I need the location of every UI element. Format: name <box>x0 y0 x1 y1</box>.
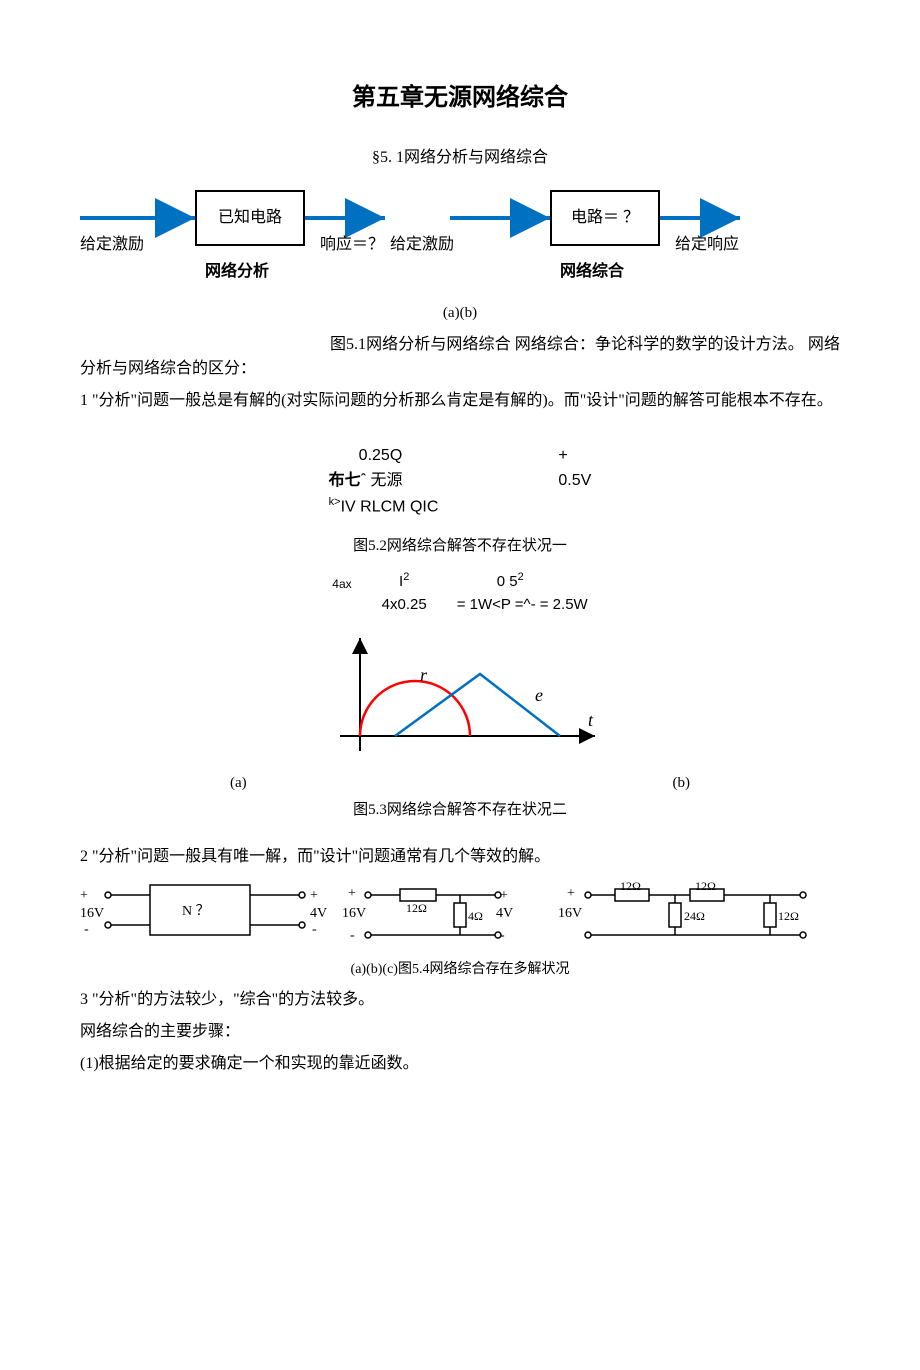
eq-block: 4ax I2 4x0.25 0 52 = 1W<P =^- = 2.5W <box>80 569 840 616</box>
fig52-right: + 0.5V <box>558 443 591 520</box>
eq-b-top-sup: 2 <box>403 571 409 583</box>
fig53-ab-row: (a) (b) <box>230 772 690 795</box>
fig51-left-box: 已知电路 <box>195 190 305 246</box>
fig-5-1: 已知电路 电路＝ ？ 给定激励 响应＝？ 给定激励 给定响应 网络分析 网络综合 <box>80 178 840 298</box>
fig52-r2: 0.5V <box>558 468 591 494</box>
fig53-a: (a) <box>230 772 247 795</box>
fig52-r1: + <box>558 443 591 469</box>
fig51-caption: 图5.1网络分析与网络综合 <box>330 336 511 353</box>
b-16v: 16V <box>342 903 366 924</box>
fig51-left-in: 给定激励 <box>80 233 144 257</box>
svg-text:e: e <box>535 685 543 705</box>
section-5-1-title: §5. 1网络分析与网络综合 <box>80 146 840 170</box>
fig52-left: 0.25Q 布七ˆ 无源 k>IV RLCM QIC <box>329 443 439 520</box>
fig-5-3-svg: r e t <box>310 626 610 766</box>
eq-c-bot: = 1W<P =^- = 2.5W <box>457 594 588 617</box>
a-minus-r: - <box>312 919 317 940</box>
svg-text:r: r <box>420 665 428 685</box>
b-plus-l: + <box>348 883 356 904</box>
eq-a: 4ax <box>332 569 351 616</box>
b-4v: 4V <box>496 903 513 924</box>
eq-c-top: 0 5 <box>497 573 518 590</box>
eq-b-bot: 4x0.25 <box>382 594 427 617</box>
fig51-left-caption: 网络分析 <box>205 260 269 284</box>
c-12-1: 12Ω <box>620 877 641 895</box>
fig52-l2a: 布七 <box>329 472 361 489</box>
fig51-caption-line: 图5.1网络分析与网络综合 网络综合：争论科学的数学的设计方法。 网络分析与网络… <box>80 333 840 381</box>
b-minus-l: - <box>350 925 355 946</box>
steps-head: 网络综合的主要步骤： <box>80 1020 840 1044</box>
fig52-caption: 图5.2网络综合解答不存在状况一 <box>80 535 840 558</box>
a-minus-l: - <box>84 919 89 940</box>
fig51-right-caption: 网络综合 <box>560 260 624 284</box>
point-2: 2 "分析"问题一般具有唯一解，而"设计"问题通常有几个等效的解。 <box>80 845 840 869</box>
b-minus-r: - <box>500 925 505 946</box>
fig52-l2b: ˆ 无源 <box>361 472 403 489</box>
fig52-l3b: IV RLCM QIC <box>341 498 439 515</box>
fig-5-2: 0.25Q 布七ˆ 无源 k>IV RLCM QIC + 0.5V <box>80 443 840 520</box>
point-1: 1 "分析"问题一般总是有解的(对实际问题的分析那么肯定是有解的)。而"设计"问… <box>80 389 840 413</box>
c-12o: 12Ω <box>778 907 799 925</box>
c-12-2: 12Ω <box>695 877 716 895</box>
fig52-l1: 0.25Q <box>329 443 439 469</box>
fig52-l3a: k> <box>329 496 341 508</box>
c-16v: 16V <box>558 903 582 924</box>
a-nq: N ？ <box>182 901 210 922</box>
page-title: 第五章无源网络综合 <box>80 80 840 116</box>
fig54-caption: (a)(b)(c)图5.4网络综合存在多解状况 <box>80 959 840 980</box>
fig-5-4: + 16V - N ？ + 4V - + 16V - 12Ω 4Ω + 4V -… <box>80 877 850 957</box>
fig51-right-box: 电路＝ ？ <box>550 190 660 246</box>
fig51-right-out: 给定响应 <box>675 233 739 257</box>
point-3: 3 "分析"的方法较少，"综合"的方法较多。 <box>80 988 840 1012</box>
eq-c-top-sup: 2 <box>518 571 524 583</box>
b-4: 4Ω <box>468 907 483 925</box>
fig51-left-out: 响应＝？ <box>320 233 384 257</box>
svg-text:t: t <box>588 710 594 730</box>
fig51-right-in: 给定激励 <box>390 233 454 257</box>
fig51-ab: (a)(b) <box>80 302 840 325</box>
fig53-b: (b) <box>673 772 691 795</box>
fig53-caption: 图5.3网络综合解答不存在状况二 <box>80 799 840 822</box>
b-12: 12Ω <box>406 899 427 917</box>
c-plus-l: + <box>567 883 575 904</box>
c-24: 24Ω <box>684 907 705 925</box>
step-1: (1)根据给定的要求确定一个和实现的靠近函数。 <box>80 1052 840 1076</box>
